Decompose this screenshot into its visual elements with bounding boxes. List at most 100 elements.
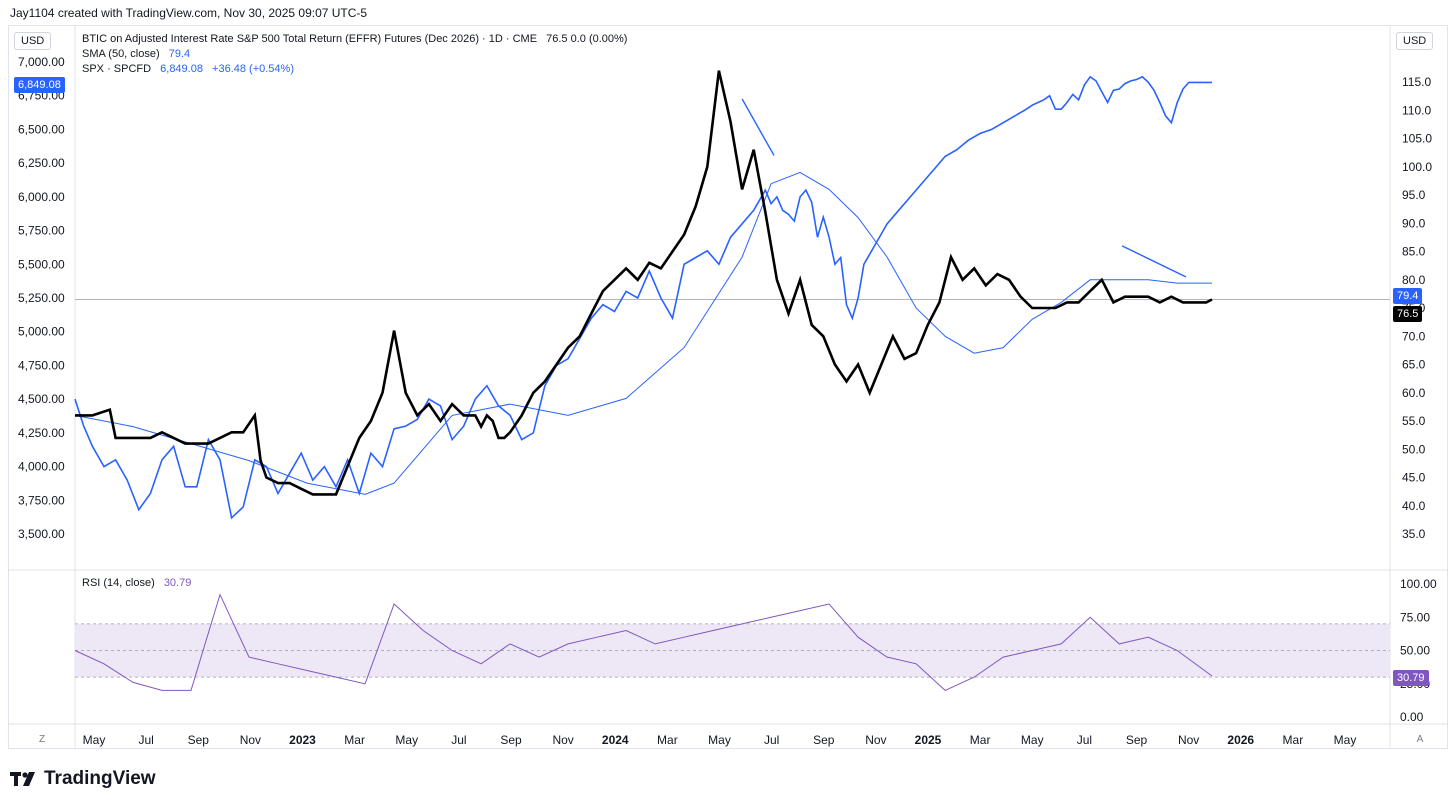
credit-text: Jay1104 created with TradingView.com, No… bbox=[10, 6, 368, 20]
tradingview-logo: TradingView bbox=[10, 768, 156, 790]
time-tick-label: Nov bbox=[865, 733, 886, 747]
time-tick-label: May bbox=[708, 733, 731, 747]
left-tick-label: 4,750.00 bbox=[18, 358, 65, 372]
time-tick-label: Sep bbox=[188, 733, 210, 747]
legend-main-values: 76.5 0.0 (0.00%) bbox=[546, 33, 628, 45]
rsi-line bbox=[74, 593, 1213, 691]
time-tick-label: Mar bbox=[344, 733, 365, 747]
right-tick-label: 70.0 bbox=[1402, 329, 1426, 343]
currency-right-button[interactable]: USD bbox=[1396, 32, 1434, 50]
trendline-2025-recent bbox=[1121, 245, 1187, 278]
left-tick-label: 3,500.00 bbox=[18, 527, 65, 541]
spx-current-badge: 6,849.08 bbox=[14, 77, 65, 93]
zoom-button[interactable]: Z bbox=[38, 734, 46, 745]
right-tick-label: 105.0 bbox=[1402, 132, 1432, 146]
time-tick-label: Sep bbox=[1126, 733, 1148, 747]
left-tick-label: 6,250.00 bbox=[18, 156, 65, 170]
right-tick-label: 95.0 bbox=[1402, 188, 1426, 202]
time-tick-label: Sep bbox=[813, 733, 835, 747]
left-tick-label: 7,000.00 bbox=[18, 55, 65, 69]
legend-main: BTIC on Adjusted Interest Rate S&P 500 T… bbox=[82, 33, 627, 45]
rsi-tick-label: 75.00 bbox=[1400, 610, 1430, 624]
time-tick-label: Nov bbox=[240, 733, 261, 747]
left-tick-label: 3,750.00 bbox=[18, 493, 65, 507]
rsi-neutral-zone bbox=[75, 623, 1390, 678]
time-tick-label: 2024 bbox=[602, 733, 629, 747]
tradingview-brand: TradingView bbox=[44, 768, 156, 789]
price-current-badge: 76.5 bbox=[1393, 306, 1423, 322]
left-axis-ticks: 7,000.006,750.006,500.006,250.006,000.00… bbox=[18, 55, 65, 541]
time-tick-label: May bbox=[83, 733, 106, 747]
time-tick-label: 2025 bbox=[915, 733, 942, 747]
left-tick-label: 4,000.00 bbox=[18, 460, 65, 474]
left-tick-label: 4,500.00 bbox=[18, 392, 65, 406]
rsi-current-badge: 30.79 bbox=[1393, 670, 1429, 686]
currency-left-button[interactable]: USD bbox=[14, 32, 52, 50]
time-tick-label: May bbox=[1021, 733, 1044, 747]
left-tick-label: 5,000.00 bbox=[18, 325, 65, 339]
legend-sma[interactable]: SMA (50, close) 79.4 bbox=[82, 48, 190, 60]
right-tick-label: 40.0 bbox=[1402, 499, 1426, 513]
time-tick-label: Jul bbox=[451, 733, 466, 747]
trendline-2025-top bbox=[741, 98, 775, 156]
legend-spx-change: +36.48 (+0.54%) bbox=[212, 63, 294, 75]
legend-spx[interactable]: SPX · SPCFD 6,849.08 +36.48 (+0.54%) bbox=[82, 63, 294, 75]
time-tick-label: Nov bbox=[1178, 733, 1199, 747]
time-tick-label: 2023 bbox=[289, 733, 316, 747]
time-tick-label: 2026 bbox=[1227, 733, 1254, 747]
right-tick-label: 65.0 bbox=[1402, 358, 1426, 372]
time-tick-label: Mar bbox=[1283, 733, 1304, 747]
time-tick-label: May bbox=[1334, 733, 1357, 747]
time-tick-label: Jul bbox=[1077, 733, 1092, 747]
time-tick-label: Sep bbox=[500, 733, 522, 747]
legend-sma-label: SMA (50, close) bbox=[82, 48, 160, 60]
sma-current-badge: 79.4 bbox=[1393, 288, 1423, 304]
left-tick-label: 4,250.00 bbox=[18, 426, 65, 440]
left-tick-label: 5,250.00 bbox=[18, 291, 65, 305]
right-tick-label: 55.0 bbox=[1402, 414, 1426, 428]
left-tick-label: 5,750.00 bbox=[18, 224, 65, 238]
left-tick-label: 5,500.00 bbox=[18, 257, 65, 271]
time-axis-ticks: May Jul Sep Nov 2023 Mar May Jul Sep Nov 2024 Mar Ma… bbox=[83, 733, 1357, 747]
time-tick-label: Jul bbox=[138, 733, 153, 747]
right-tick-label: 60.0 bbox=[1402, 386, 1426, 400]
rsi-tick-label: 0.00 bbox=[1400, 710, 1424, 724]
time-tick-label: May bbox=[395, 733, 418, 747]
auto-scale-button[interactable]: A bbox=[1416, 734, 1424, 745]
left-tick-label: 6,000.00 bbox=[18, 190, 65, 204]
spx-line bbox=[74, 75, 1212, 520]
time-tick-label: Mar bbox=[970, 733, 991, 747]
right-tick-label: 85.0 bbox=[1402, 245, 1426, 259]
left-tick-label: 6,500.00 bbox=[18, 122, 65, 136]
legend-sma-value: 79.4 bbox=[168, 48, 191, 60]
right-tick-label: 50.0 bbox=[1402, 442, 1426, 456]
futures-line bbox=[75, 70, 1213, 496]
time-tick-label: Jul bbox=[764, 733, 779, 747]
legend-rsi[interactable]: RSI (14, close) 30.79 bbox=[82, 577, 191, 589]
sma-line bbox=[74, 171, 1212, 495]
legend-spx-value: 6,849.08 bbox=[160, 63, 203, 75]
rsi-band bbox=[75, 623, 1390, 678]
time-tick-label: Mar bbox=[657, 733, 678, 747]
right-tick-label: 35.0 bbox=[1402, 527, 1426, 541]
rsi-tick-label: 100.00 bbox=[1400, 577, 1437, 591]
legend-rsi-label: RSI (14, close) bbox=[82, 577, 155, 589]
rsi-tick-label: 50.00 bbox=[1400, 644, 1430, 658]
legend-spx-label: SPX · SPCFD bbox=[82, 63, 152, 75]
legend-main-title: BTIC on Adjusted Interest Rate S&P 500 T… bbox=[82, 33, 538, 45]
right-tick-label: 80.0 bbox=[1402, 273, 1426, 287]
time-tick-label: Nov bbox=[552, 733, 573, 747]
tradingview-logo-icon bbox=[10, 772, 35, 786]
right-tick-label: 90.0 bbox=[1402, 216, 1426, 230]
right-axis-ticks: 115.0110.0105.0100.095.090.085.080.075.0… bbox=[1402, 75, 1432, 541]
chart-frame bbox=[8, 25, 1448, 749]
trendlines bbox=[741, 98, 1187, 278]
right-tick-label: 45.0 bbox=[1402, 471, 1426, 485]
right-tick-label: 110.0 bbox=[1402, 103, 1431, 117]
chart-series bbox=[74, 70, 1213, 691]
right-tick-label: 100.0 bbox=[1402, 160, 1432, 174]
right-tick-label: 115.0 bbox=[1402, 75, 1431, 89]
legend-rsi-value: 30.79 bbox=[163, 577, 192, 589]
